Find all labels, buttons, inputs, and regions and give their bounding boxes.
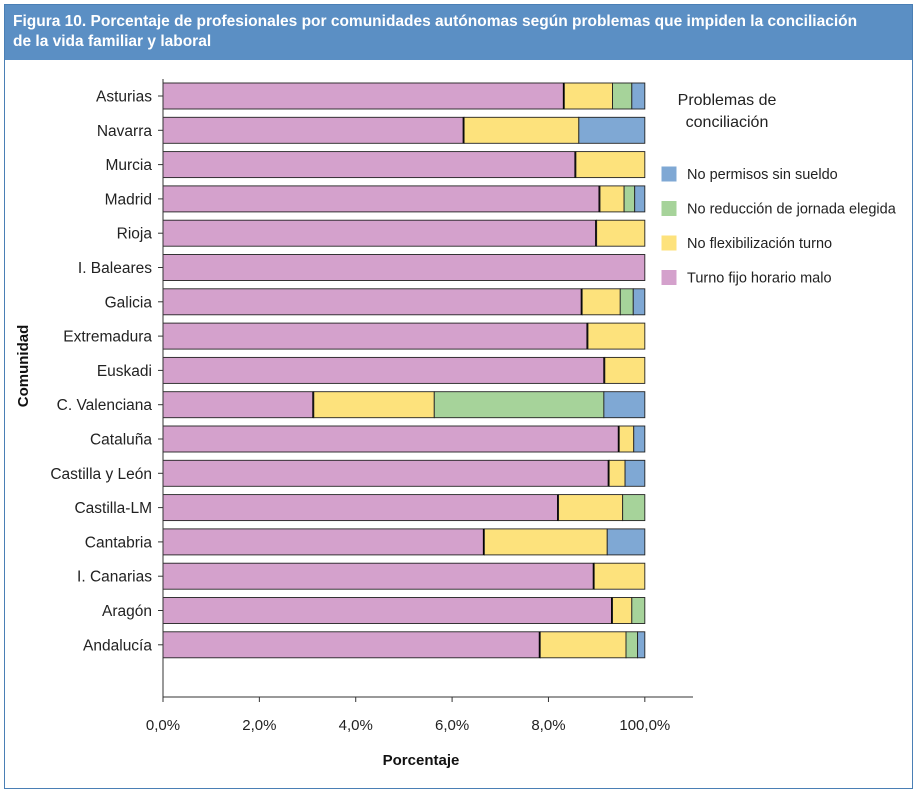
x-tick-label: 6,0%: [435, 717, 469, 734]
bar-segment-madrid-no-permisos-sin-sueldo: [634, 185, 646, 213]
bar-segment-asturias-turno-fijo-horario-malo: [162, 82, 565, 110]
legend-label-no-flexibilizacion-turno: No flexibilización turno: [687, 236, 832, 252]
x-tick-label: 4,0%: [339, 717, 373, 734]
bar-segment-asturias-no-permisos-sin-sueldo: [631, 82, 646, 110]
x-tick-label: 100,0%: [619, 717, 670, 734]
x-tick-label: 0,0%: [146, 717, 180, 734]
bar-segment-galicia-no-permisos-sin-sueldo: [632, 288, 646, 316]
category-label-galicia: Galicia: [105, 294, 153, 311]
bar-segment-i-canarias-no-flexibilizacion-turno: [593, 562, 646, 590]
bar-segment-madrid-turno-fijo-horario-malo: [162, 185, 601, 213]
bar-segment-madrid-no-reduccion-de-jornada-elegida: [623, 185, 636, 213]
bar-segment-euskadi-no-flexibilizacion-turno: [604, 356, 646, 384]
category-label-euskadi: Euskadi: [97, 363, 152, 380]
axes-layer: [158, 79, 693, 702]
x-tick-label: 2,0%: [242, 717, 276, 734]
bar-segment-castilla-y-leon-turno-fijo-horario-malo: [162, 459, 610, 487]
bar-segment-c-valenciana-no-flexibilizacion-turno: [313, 391, 435, 419]
bar-segment-cantabria-no-permisos-sin-sueldo: [606, 528, 646, 556]
bar-segment-cataluna-no-flexibilizacion-turno: [618, 425, 635, 453]
legend: Problemas de conciliación No permisos sin …: [661, 92, 897, 287]
bar-segment-extremadura-turno-fijo-horario-malo: [162, 322, 589, 350]
bar-segment-rioja-turno-fijo-horario-malo: [162, 219, 598, 247]
bar-segment-galicia-no-reduccion-de-jornada-elegida: [619, 288, 634, 316]
category-label-madrid: Madrid: [105, 191, 152, 208]
bar-segment-galicia-no-flexibilizacion-turno: [581, 288, 621, 316]
legend-label-no-permisos-sin-sueldo: No permisos sin sueldo: [687, 167, 838, 183]
figure-title-line-2: de la vida familiar y laboral: [13, 33, 212, 50]
bar-segment-euskadi-turno-fijo-horario-malo: [162, 356, 606, 384]
bar-segment-cataluna-no-permisos-sin-sueldo: [633, 425, 646, 453]
labels-layer: 0,0% 2,0% 4,0% 6,0% 8,0% 100,0% Asturias Navarr…: [15, 89, 670, 770]
category-label-castilla-y-leon: Castilla y León: [50, 466, 152, 483]
bar-segment-cataluna-turno-fijo-horario-malo: [162, 425, 620, 453]
bar-segment-aragon-no-flexibilizacion-turno: [612, 597, 633, 624]
bar-segment-galicia-turno-fijo-horario-malo: [162, 288, 583, 316]
bars-layer: [162, 82, 646, 659]
legend-swatch-no-flexibilizacion-turno: [661, 235, 677, 251]
legend-swatch-no-reduccion-de-jornada-elegida: [661, 201, 677, 216]
x-axis-title: Porcentaje: [383, 752, 460, 769]
bar-segment-andalucia-no-flexibilizacion-turno: [539, 631, 627, 659]
category-label-i-baleares: I. Baleares: [78, 260, 152, 277]
bar-segment-madrid-no-flexibilizacion-turno: [599, 185, 625, 213]
bar-segment-castilla-lm-no-reduccion-de-jornada-elegida: [622, 494, 646, 522]
bar-segment-extremadura-no-flexibilizacion-turno: [587, 322, 646, 350]
category-label-murcia: Murcia: [105, 157, 152, 174]
legend-label-no-reduccion-de-jornada-elegida: No reducción de jornada elegida: [687, 202, 897, 218]
bar-segment-andalucia-no-permisos-sin-sueldo: [637, 631, 646, 659]
bar-segment-navarra-no-permisos-sin-sueldo: [578, 116, 646, 144]
bar-segment-castilla-y-leon-no-permisos-sin-sueldo: [624, 459, 646, 487]
bar-segment-cantabria-no-flexibilizacion-turno: [483, 528, 608, 556]
figure-title: Figura 10. Porcentaje de profesionales p…: [5, 5, 912, 60]
legend-title-line-2: conciliación: [686, 114, 769, 131]
bar-segment-c-valenciana-turno-fijo-horario-malo: [162, 391, 315, 419]
legend-swatch-turno-fijo-horario-malo: [661, 270, 677, 285]
bar-segment-c-valenciana-no-reduccion-de-jornada-elegida: [433, 391, 605, 419]
category-label-c-valenciana: C. Valenciana: [57, 397, 153, 414]
category-label-cantabria: Cantabria: [85, 534, 153, 551]
x-tick-label: 8,0%: [531, 717, 565, 734]
bar-segment-murcia-no-flexibilizacion-turno: [575, 151, 646, 179]
category-label-i-canarias: I. Canarias: [77, 569, 152, 586]
bar-segment-castilla-y-leon-no-flexibilizacion-turno: [608, 459, 626, 487]
legend-title-line-1: Problemas de: [678, 92, 777, 109]
bar-segment-murcia-turno-fijo-horario-malo: [162, 151, 577, 179]
bar-segment-i-baleares-turno-fijo-horario-malo: [162, 254, 646, 281]
figure-title-line-1: Figura 10. Porcentaje de profesionales p…: [13, 13, 858, 30]
bar-segment-rioja-no-flexibilizacion-turno: [596, 219, 646, 247]
bar-segment-i-canarias-turno-fijo-horario-malo: [162, 562, 595, 590]
bar-segment-aragon-turno-fijo-horario-malo: [162, 597, 613, 624]
category-label-asturias: Asturias: [96, 89, 152, 106]
category-label-andalucia: Andalucía: [83, 637, 152, 654]
bar-segment-andalucia-turno-fijo-horario-malo: [162, 631, 541, 659]
category-label-aragon: Aragón: [102, 603, 152, 620]
bar-segment-asturias-no-flexibilizacion-turno: [563, 82, 613, 110]
bar-segment-andalucia-no-reduccion-de-jornada-elegida: [625, 631, 639, 659]
category-label-rioja: Rioja: [117, 226, 153, 243]
category-label-extremadura: Extremadura: [63, 329, 152, 346]
legend-swatch-no-permisos-sin-sueldo: [661, 166, 677, 182]
bar-segment-cantabria-turno-fijo-horario-malo: [162, 528, 485, 556]
bar-segment-navarra-no-flexibilizacion-turno: [463, 116, 580, 144]
category-label-cataluna: Cataluña: [90, 432, 152, 449]
bar-segment-aragon-no-reduccion-de-jornada-elegida: [631, 597, 646, 624]
legend-label-turno-fijo-horario-malo: Turno fijo horario malo: [687, 271, 832, 287]
bar-segment-castilla-lm-no-flexibilizacion-turno: [558, 494, 624, 522]
bar-segment-navarra-turno-fijo-horario-malo: [162, 116, 465, 144]
bar-segment-c-valenciana-no-permisos-sin-sueldo: [603, 391, 646, 419]
category-label-castilla-lm: Castilla-LM: [74, 500, 152, 517]
bar-segment-asturias-no-reduccion-de-jornada-elegida: [612, 82, 633, 110]
bar-segment-castilla-lm-turno-fijo-horario-malo: [162, 494, 560, 522]
y-axis-title: Comunidad: [15, 325, 32, 408]
category-label-navarra: Navarra: [97, 123, 153, 140]
